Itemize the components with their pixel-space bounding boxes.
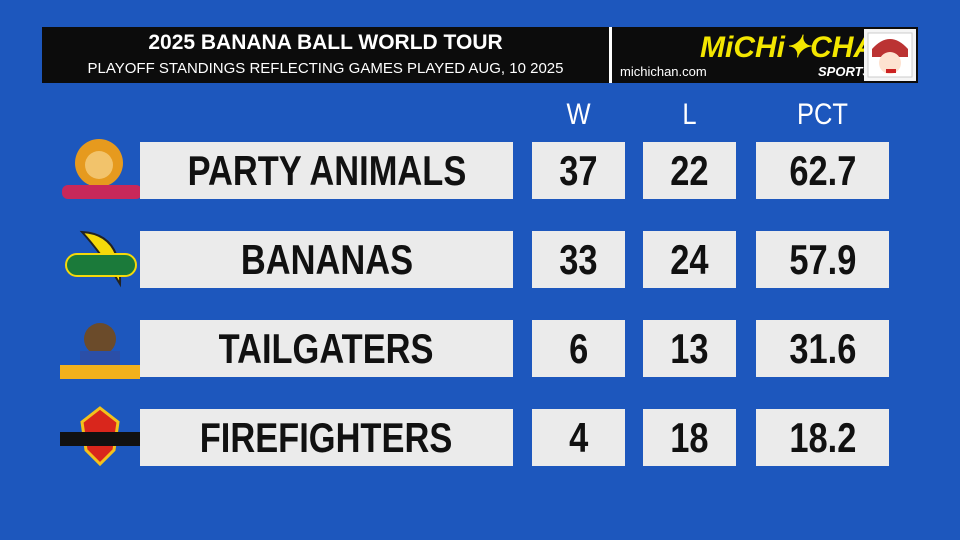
stat-value: 57.9 xyxy=(788,235,857,283)
title: 2025 BANANA BALL WORLD TOUR xyxy=(148,31,503,54)
team-logo xyxy=(62,139,142,199)
brand-url: michichan.com xyxy=(620,64,707,79)
column-header: L xyxy=(682,98,697,131)
stat-value: 62.7 xyxy=(788,146,857,194)
brand-name: MiCHi✦CHAN xyxy=(700,31,897,64)
stat-cell: 18.2 xyxy=(756,409,889,466)
stat-cell: 18 xyxy=(643,409,736,466)
team-name: BANANAS xyxy=(240,235,413,283)
stat-cell: 31.6 xyxy=(756,320,889,377)
stat-cell: 62.7 xyxy=(756,142,889,199)
team-cell: PARTY ANIMALS xyxy=(140,142,513,199)
stat-value: 13 xyxy=(670,324,709,372)
team-cell: TAILGATERS xyxy=(140,320,513,377)
stat-value: 4 xyxy=(568,413,589,461)
stat-cell: 6 xyxy=(532,320,625,377)
stat-cell: 33 xyxy=(532,231,625,288)
team-logo xyxy=(65,230,137,288)
stat-value: 6 xyxy=(568,324,589,372)
column-header: PCT xyxy=(797,98,848,131)
team-logo xyxy=(60,323,140,379)
stat-value: 22 xyxy=(670,146,709,194)
team-logo xyxy=(60,406,140,467)
subtitle: PLAYOFF STANDINGS REFLECTING GAMES PLAYE… xyxy=(87,60,564,77)
stat-cell: 13 xyxy=(643,320,736,377)
team-cell: FIREFIGHTERS xyxy=(140,409,513,466)
stat-value: 33 xyxy=(559,235,598,283)
stat-cell: 37 xyxy=(532,142,625,199)
stat-value: 37 xyxy=(559,146,598,194)
header-bar xyxy=(42,27,918,83)
header-divider xyxy=(609,27,612,83)
team-name: PARTY ANIMALS xyxy=(187,146,466,194)
brand-avatar xyxy=(864,29,916,81)
column-header: W xyxy=(566,98,591,131)
stat-value: 24 xyxy=(670,235,709,283)
stat-cell: 24 xyxy=(643,231,736,288)
stat-value: 18 xyxy=(670,413,709,461)
stat-cell: 4 xyxy=(532,409,625,466)
brand-tagline: SPORTS xyxy=(818,64,872,79)
stat-cell: 22 xyxy=(643,142,736,199)
stat-cell: 57.9 xyxy=(756,231,889,288)
stat-value: 31.6 xyxy=(788,324,857,372)
team-name: FIREFIGHTERS xyxy=(200,413,453,461)
stat-value: 18.2 xyxy=(788,413,857,461)
team-cell: BANANAS xyxy=(140,231,513,288)
team-name: TAILGATERS xyxy=(219,324,434,372)
